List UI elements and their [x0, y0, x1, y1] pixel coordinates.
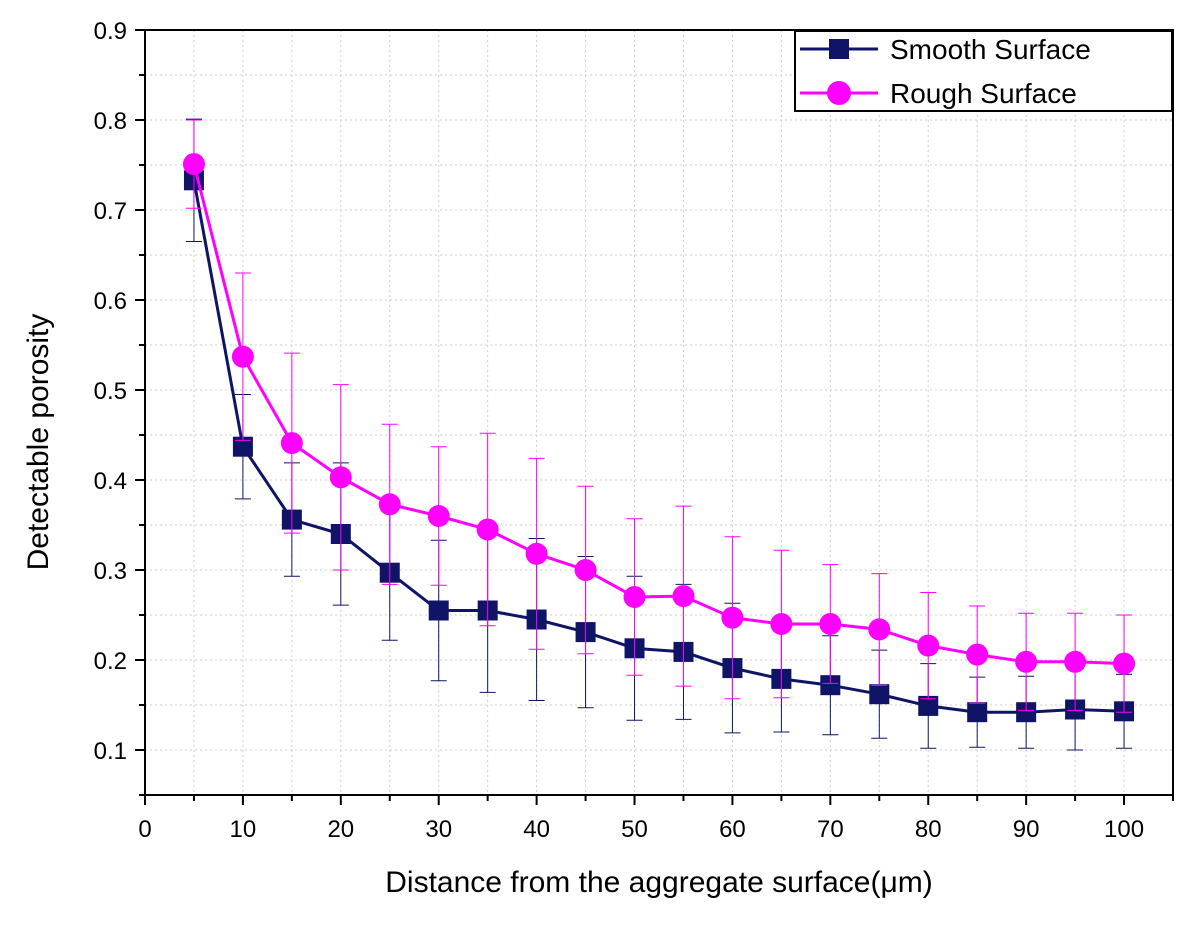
y-tick-label: 0.9 [94, 18, 127, 45]
data-point [428, 600, 449, 621]
data-point [525, 542, 548, 565]
data-point [427, 505, 450, 527]
data-point [967, 702, 988, 723]
data-point [917, 634, 940, 657]
data-point [820, 675, 841, 696]
data-point [1015, 650, 1038, 673]
x-tick-label: 70 [817, 816, 844, 843]
x-tick-label: 10 [230, 816, 257, 843]
x-tick-label: 30 [425, 816, 452, 843]
x-tick-label: 50 [621, 816, 648, 843]
data-point [574, 559, 597, 581]
legend-marker-smooth [829, 39, 849, 59]
y-tick-label: 0.4 [94, 468, 127, 495]
y-tick-label: 0.1 [94, 738, 127, 765]
data-point [770, 613, 793, 635]
x-tick-label: 20 [327, 816, 354, 843]
plot-frame [144, 29, 1174, 796]
x-tick-label: 80 [915, 816, 942, 843]
data-point [232, 436, 253, 457]
data-point [182, 153, 205, 176]
legend-marker-rough [827, 81, 851, 105]
data-point [231, 345, 254, 368]
tick-labels: 0 10 20 30 40 50 60 70 80 90 100 0.1 0.2 0.3 0.4 0.5 0.6… [94, 18, 1144, 843]
series-layer [182, 118, 1136, 751]
data-point [966, 643, 989, 666]
data-point [623, 586, 646, 608]
legend: Smooth Surface Rough Surface [794, 30, 1173, 112]
data-point [1064, 650, 1087, 673]
data-point [476, 518, 499, 541]
data-point [721, 606, 744, 629]
data-point [918, 695, 939, 716]
series-rough-surface [182, 119, 1136, 713]
x-tick-label: 100 [1104, 816, 1144, 843]
y-tick-label: 0.3 [94, 558, 127, 585]
y-axis-title: Detectable porosity [22, 314, 55, 571]
data-point [280, 432, 303, 455]
x-axis-title: Distance from the aggregate surface(μm) [385, 866, 933, 899]
legend-box [794, 30, 1173, 112]
data-point [329, 466, 352, 489]
data-point [819, 613, 842, 635]
data-point [672, 585, 695, 608]
data-point [378, 493, 401, 516]
x-tick-label: 40 [523, 816, 550, 843]
x-tick-label: 60 [719, 816, 746, 843]
data-point [1113, 652, 1136, 675]
y-tick-label: 0.6 [94, 288, 127, 315]
y-tick-label: 0.7 [94, 198, 127, 225]
legend-label-smooth: Smooth Surface [890, 34, 1091, 65]
data-point [868, 618, 891, 641]
data-point [869, 684, 890, 705]
y-tick-label: 0.2 [94, 648, 127, 675]
data-point [1016, 702, 1037, 723]
x-tick-label: 90 [1013, 816, 1040, 843]
x-tick-label: 0 [138, 816, 151, 843]
axis-ticks [135, 29, 1174, 805]
y-tick-label: 0.8 [94, 108, 127, 135]
legend-label-rough: Rough Surface [890, 78, 1077, 109]
y-tick-label: 0.5 [94, 378, 127, 405]
